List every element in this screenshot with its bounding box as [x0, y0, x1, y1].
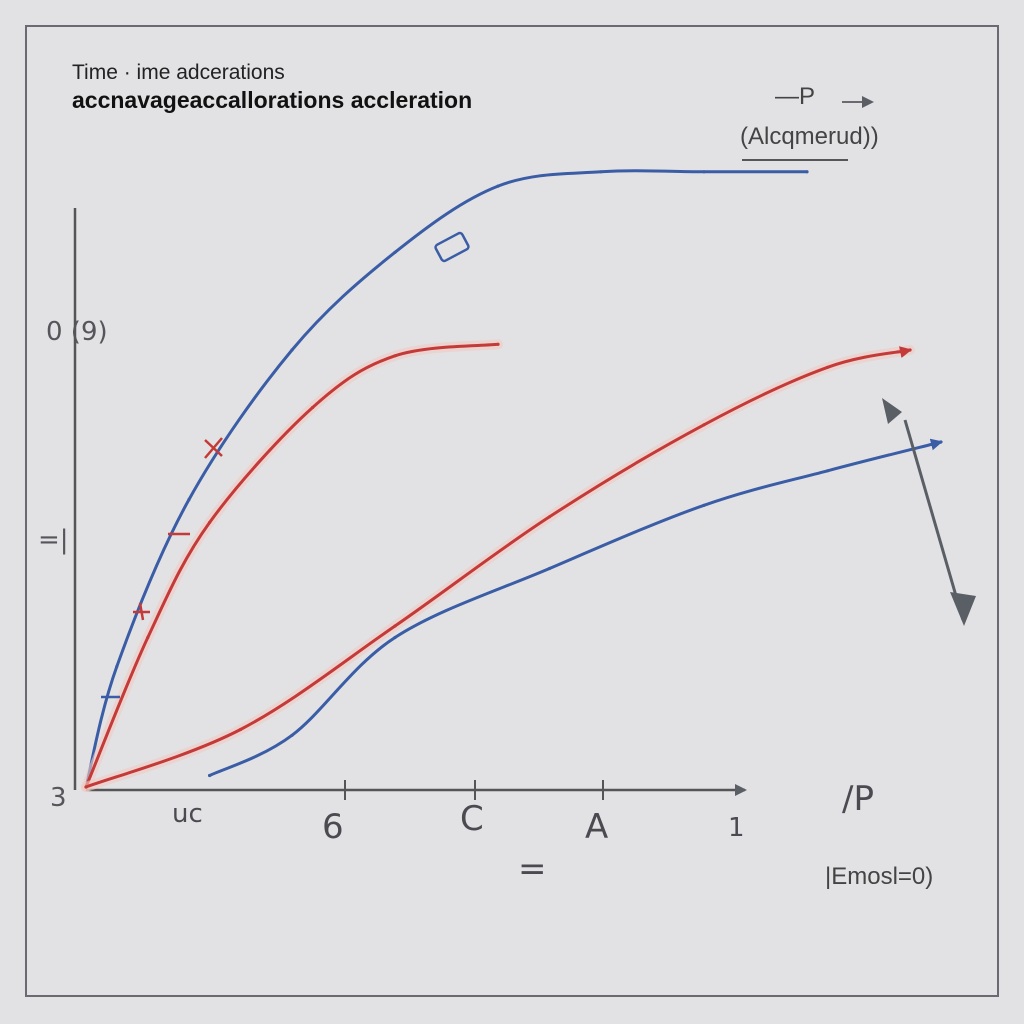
legend-label-paren: (Alcqmerud)): [740, 123, 879, 150]
series-point: [238, 727, 243, 732]
series-point: [702, 170, 706, 174]
x-tick-label: 1: [728, 813, 745, 843]
series-point: [290, 348, 294, 352]
series-point: [393, 354, 397, 358]
x-marker-icon: [204, 437, 223, 459]
series-3: [81, 345, 915, 792]
x-tick-label: uc: [172, 799, 203, 829]
chart-frame: [25, 25, 999, 997]
y-tick-label: 3: [50, 783, 67, 813]
series-point: [187, 497, 191, 502]
series-2: [81, 339, 503, 792]
x-axis-sublabel: =: [518, 849, 547, 889]
series-point: [939, 440, 943, 444]
double-arrow-shaft: [903, 419, 965, 621]
series-point: [547, 566, 552, 571]
double-arrow-icon: [882, 398, 976, 626]
series-point: [84, 785, 88, 789]
series-point: [208, 520, 212, 525]
series-point: [115, 664, 119, 668]
chart-title-line1: Time · ime adcerations: [72, 61, 285, 84]
series-point: [496, 184, 500, 188]
x-tick-label-end: ∕P: [842, 779, 874, 819]
series-point: [908, 348, 912, 352]
series-point: [599, 170, 603, 174]
series-line: [84, 169, 809, 789]
x-tick-label: C: [460, 799, 484, 839]
series-point: [311, 405, 315, 410]
double-arrow-head-up: [882, 398, 902, 424]
series-point: [547, 515, 552, 519]
series-glow: [81, 345, 915, 792]
series-line: [84, 342, 500, 789]
series-layer: [81, 169, 943, 792]
series-point: [702, 503, 706, 507]
double-arrow-head-down: [950, 592, 976, 626]
series-point: [393, 250, 397, 254]
legend-label-p: —P: [775, 83, 815, 110]
series-point: [702, 423, 706, 427]
x-tick-label: A: [585, 807, 608, 847]
y-tick-label: 0 (9): [46, 317, 108, 347]
series-point: [496, 342, 500, 346]
curve-markers: [101, 231, 470, 699]
series-4: [208, 438, 943, 778]
series-point: [208, 773, 212, 778]
series-point: [393, 624, 397, 628]
series-point: [290, 733, 294, 737]
x-axis-unit-label: |Emosl=0): [825, 863, 933, 890]
series-point: [826, 469, 830, 473]
series-point: [826, 365, 830, 369]
series-point: [393, 635, 397, 640]
tick-marker: [133, 602, 150, 621]
series-line: [208, 438, 943, 777]
series-glow: [81, 339, 503, 792]
curve-box-marker: [434, 231, 470, 263]
series-line: [84, 346, 912, 789]
y-tick-label: =|: [38, 525, 69, 555]
series-1: [84, 169, 809, 789]
series-point: [805, 170, 809, 174]
x-tick-label: 6: [322, 807, 344, 847]
chart-title-line2: accnavageaccallorations accleration: [72, 87, 472, 113]
series-point: [146, 635, 150, 640]
x-tick-marks: [344, 780, 604, 800]
legend: —P (Alcqmerud)): [740, 83, 879, 161]
